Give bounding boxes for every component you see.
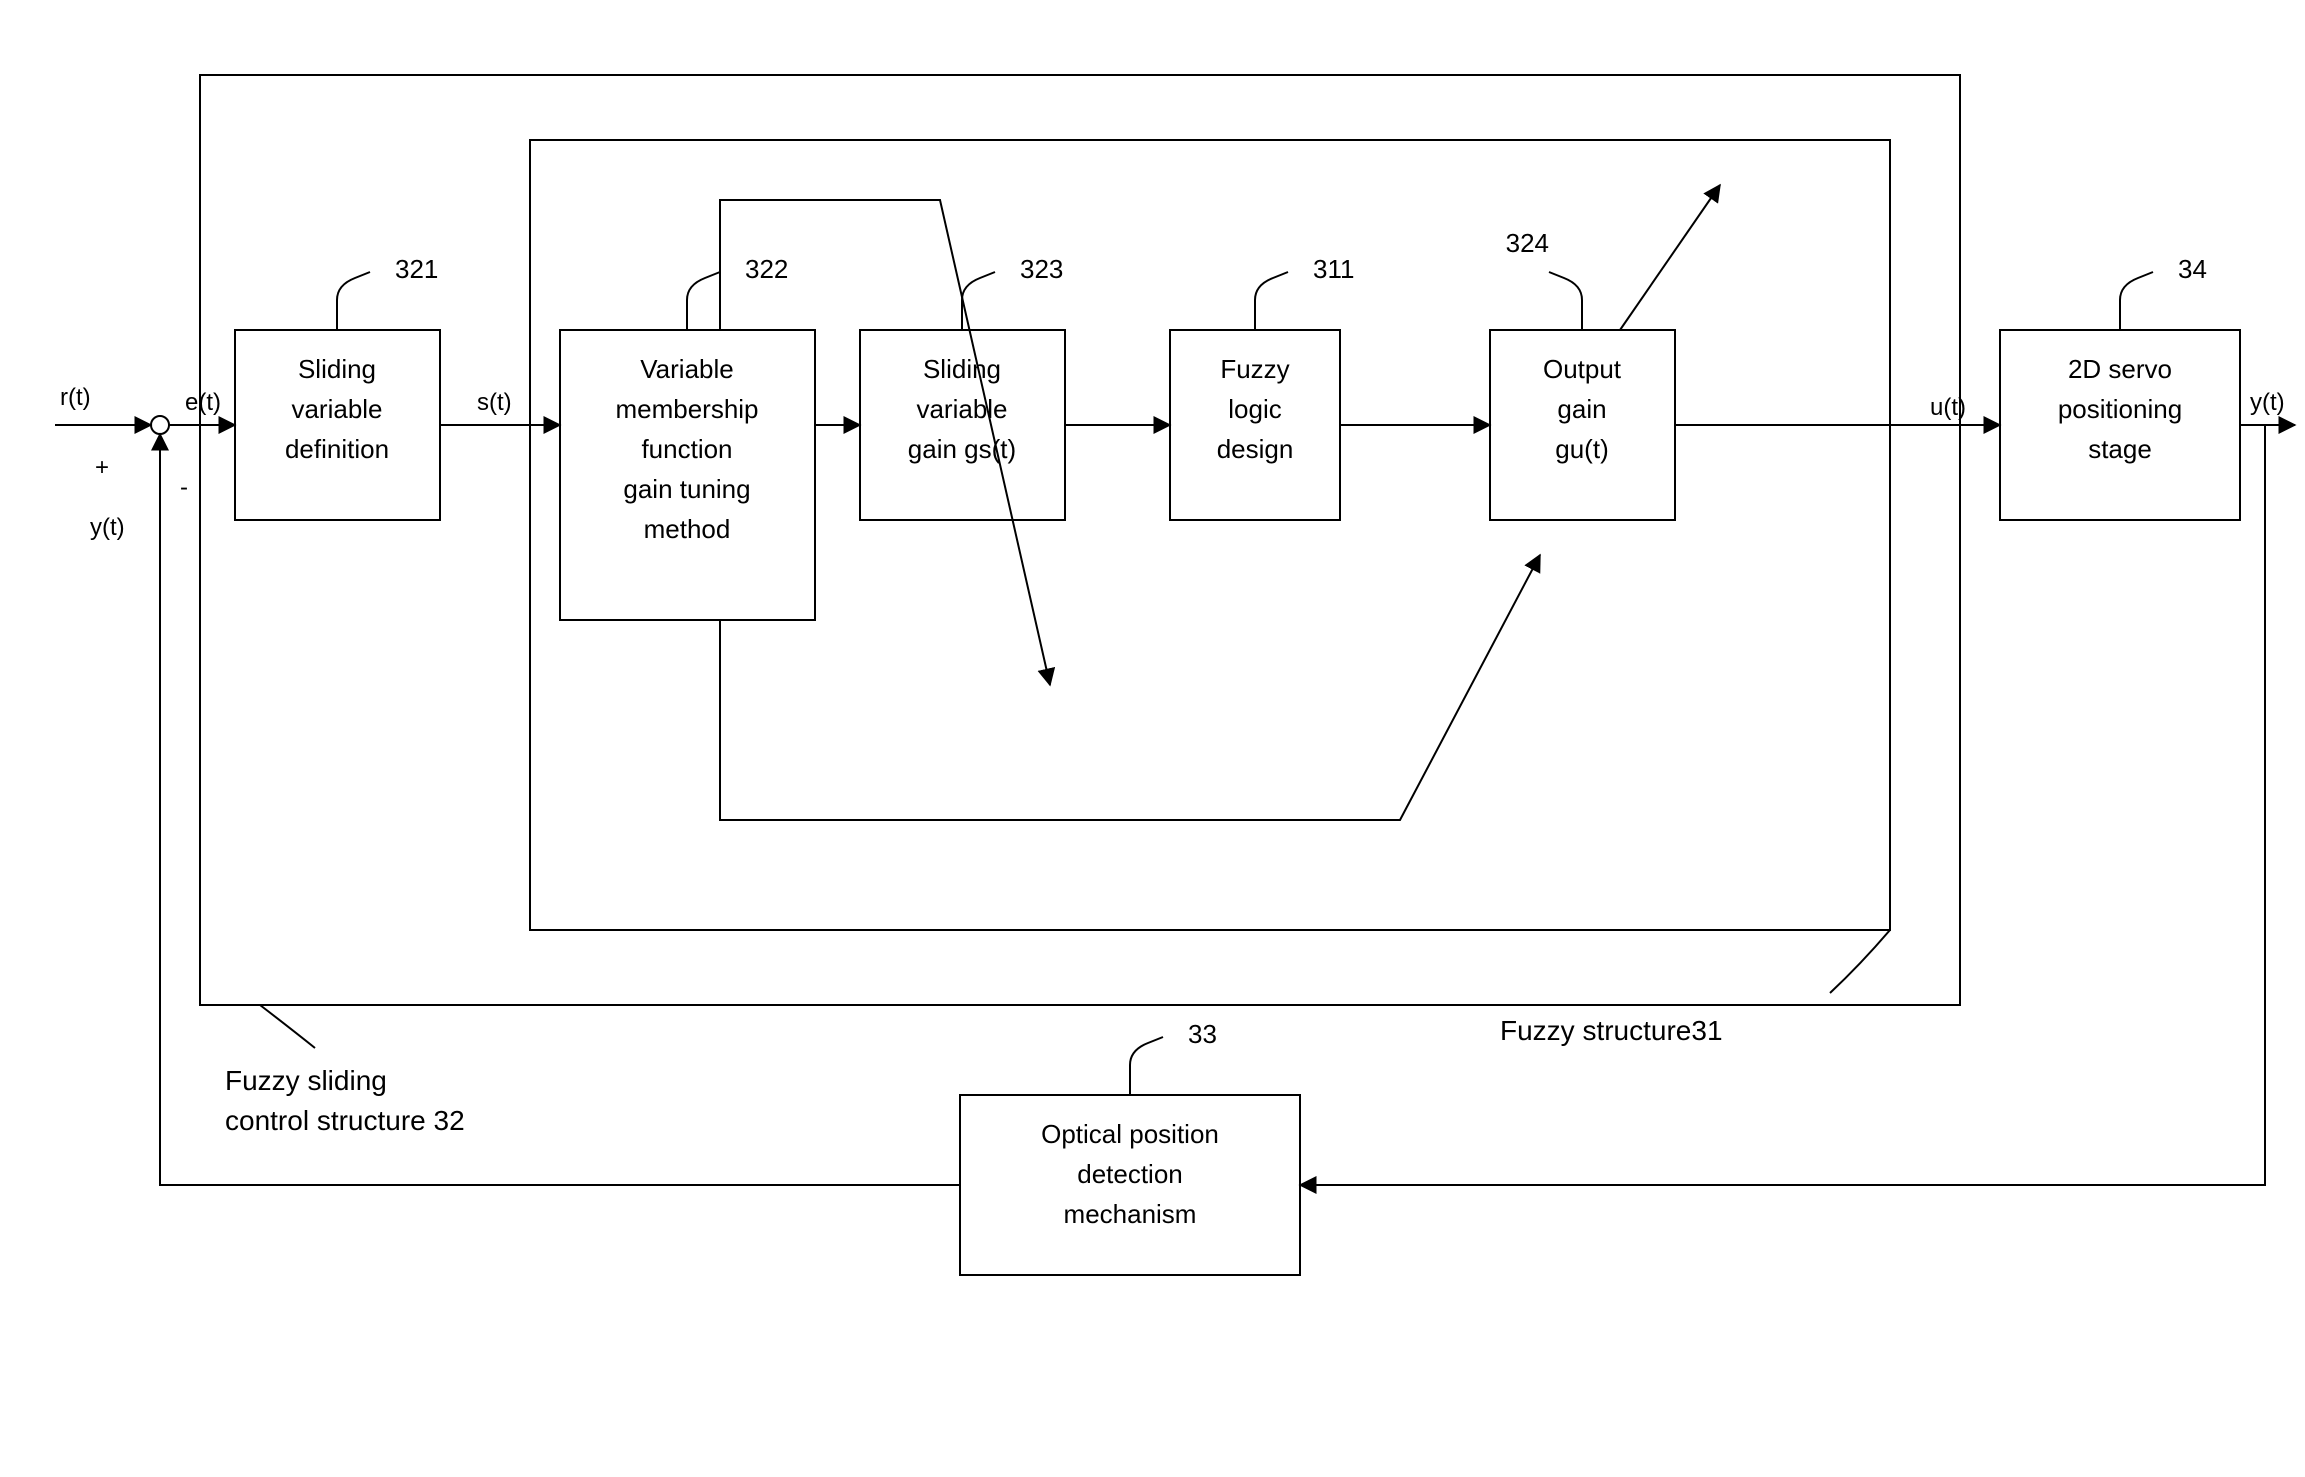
block-optical-position-detection: Optical position detection mechanism: [960, 1095, 1300, 1275]
block-33-line2: detection: [1077, 1159, 1183, 1189]
block-33-line3: mechanism: [1064, 1199, 1197, 1229]
lead-31: [1830, 930, 1890, 993]
signal-s: s(t): [477, 389, 512, 416]
num-311: 311: [1313, 254, 1354, 284]
signal-e: e(t): [185, 389, 221, 416]
block-323-line2: variable: [916, 394, 1007, 424]
block-2d-servo-positioning-stage: 2D servo positioning stage: [2000, 330, 2240, 520]
block-output-gain: Output gain gu(t): [1490, 330, 1675, 520]
block-variable-membership-function-gain-tuning: Variable membership function gain tuning…: [560, 330, 815, 620]
block-323-line1: Sliding: [923, 354, 1001, 384]
signal-u: u(t): [1930, 394, 1966, 421]
num-34: 34: [2178, 254, 2207, 284]
block-33-line1: Optical position: [1041, 1119, 1219, 1149]
lead-32: [260, 1005, 315, 1048]
block-324-line2: gain: [1557, 394, 1606, 424]
block-324-line1: Output: [1543, 354, 1622, 384]
block-34-line1: 2D servo: [2068, 354, 2172, 384]
lead-321: [337, 272, 370, 330]
label-fuzzy-structure: Fuzzy structure31: [1500, 1015, 1723, 1046]
block-322-line1: Variable: [640, 354, 733, 384]
signal-minus: -: [180, 474, 188, 501]
signal-yfb: y(t): [90, 514, 125, 541]
block-311-line2: logic: [1228, 394, 1281, 424]
num-322: 322: [745, 254, 788, 284]
block-321-line3: definition: [285, 434, 389, 464]
label-fuzzy-sliding-l2: control structure 32: [225, 1105, 465, 1136]
lead-322: [687, 272, 720, 330]
block-322-line5: method: [644, 514, 731, 544]
block-322-line4: gain tuning: [623, 474, 750, 504]
block-34-line2: positioning: [2058, 394, 2182, 424]
block-sliding-variable-gain: Sliding variable gain gs(t): [860, 330, 1065, 520]
num-321: 321: [395, 254, 438, 284]
signal-r: r(t): [60, 384, 91, 411]
outer-container-fuzzy-sliding-control: [200, 75, 1960, 1005]
control-block-diagram: Sliding variable definition 321 Variable…: [0, 0, 2305, 1477]
block-sliding-variable-definition: Sliding variable definition: [235, 330, 440, 520]
num-324: 324: [1506, 228, 1549, 258]
lead-34: [2120, 272, 2153, 330]
edge-324-diag-out: [1620, 185, 1720, 330]
signal-plus: +: [95, 454, 109, 481]
summing-junction: [151, 416, 169, 434]
block-322-line2: membership: [615, 394, 758, 424]
label-fuzzy-sliding-l1: Fuzzy sliding: [225, 1065, 387, 1096]
edge-y-to-33: [1300, 425, 2265, 1185]
block-311-line3: design: [1217, 434, 1294, 464]
block-34-line3: stage: [2088, 434, 2152, 464]
block-322-line3: function: [641, 434, 732, 464]
block-324-line3: gu(t): [1555, 434, 1608, 464]
num-323: 323: [1020, 254, 1063, 284]
lead-324: [1549, 272, 1582, 330]
edge-322-bot-to-up: [720, 555, 1540, 820]
lead-33: [1130, 1037, 1163, 1095]
block-323-line3: gain gs(t): [908, 434, 1016, 464]
signal-y: y(t): [2250, 389, 2285, 416]
lead-311: [1255, 272, 1288, 330]
block-321-line1: Sliding: [298, 354, 376, 384]
block-fuzzy-logic-design: Fuzzy logic design: [1170, 330, 1340, 520]
num-33: 33: [1188, 1019, 1217, 1049]
block-321-line2: variable: [291, 394, 382, 424]
block-311-line1: Fuzzy: [1220, 354, 1289, 384]
